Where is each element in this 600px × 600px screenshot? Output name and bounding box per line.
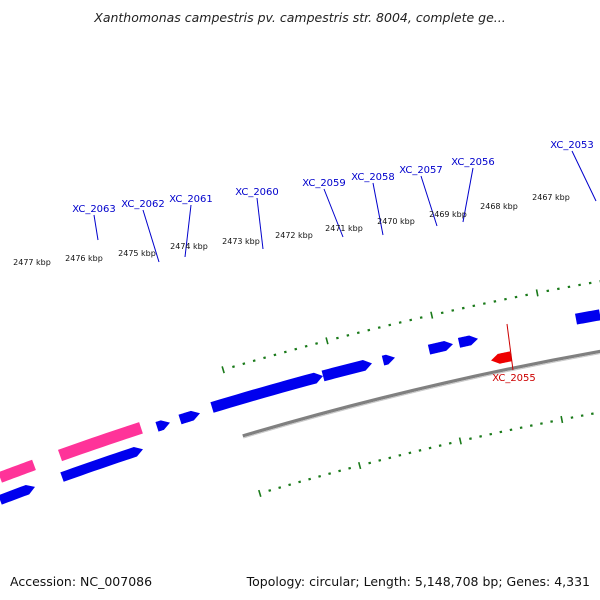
gene-labels: XC_2063 XC_2062 XC_2061 XC_2060 XC_2059 XC_20… — [72, 140, 594, 384]
gene-label-xc2057: XC_2057 — [399, 165, 443, 176]
gene-label-xc2053: XC_2053 — [550, 140, 594, 151]
outer-tick-minor — [263, 356, 267, 360]
gene-label-xc2063: XC_2063 — [72, 204, 116, 215]
leader-xc2059 — [323, 188, 344, 238]
leader-xc2060 — [256, 197, 264, 250]
inner-tick-minor — [338, 469, 342, 473]
outer-scale-ticks — [221, 280, 600, 374]
gene-features — [0, 309, 600, 505]
feature-xc2060 — [210, 372, 323, 413]
leader-xc2058 — [372, 182, 384, 236]
inner-tick-minor — [388, 456, 392, 460]
scale-label: 2473 kbp — [222, 237, 260, 246]
inner-tick-minor — [268, 489, 272, 492]
scale-labels: 2477 kbp 2476 kbp 2475 kbp 2474 kbp 2473 kbp… — [13, 193, 570, 267]
feature-xc2061 — [178, 410, 200, 425]
feature-pink-b — [57, 422, 143, 462]
gene-label-xc2058: XC_2058 — [351, 172, 395, 183]
feature-plus-b — [60, 447, 143, 482]
outer-tick-minor — [315, 342, 319, 345]
feature-plus-a — [0, 484, 35, 505]
scale-label: 2476 kbp — [65, 254, 103, 263]
outer-tick-minor — [304, 344, 308, 348]
feature-xc2058 — [381, 354, 395, 366]
feature-xc2056 — [457, 335, 478, 348]
outer-tick-minor — [252, 359, 256, 363]
scale-label: 2475 kbp — [118, 249, 156, 258]
map-title: Xanthomonas campestris pv. campestris st… — [94, 10, 506, 25]
outer-tick-major — [221, 366, 225, 374]
feature-xc2057 — [427, 341, 453, 355]
inner-tick-major — [560, 415, 564, 424]
leader-xc2062 — [142, 209, 160, 263]
gene-label-xc2055: XC_2055 — [492, 373, 536, 384]
inner-tick-minor — [368, 461, 372, 465]
accession-label: Accession: NC_007086 — [10, 574, 153, 589]
leader-xc2053 — [571, 150, 597, 202]
inner-tick-minor — [418, 449, 422, 452]
scale-label: 2477 kbp — [13, 258, 51, 267]
outer-tick-minor — [335, 336, 339, 340]
feature-xc2055 — [491, 351, 513, 364]
gene-label-xc2059: XC_2059 — [302, 178, 346, 189]
scale-label: 2470 kbp — [377, 217, 415, 226]
label-leader-lines — [93, 150, 597, 371]
scale-label: 2469 kbp — [429, 210, 467, 219]
outer-tick-minor — [232, 365, 235, 369]
backbone-arc — [242, 349, 600, 438]
scale-label: 2474 kbp — [170, 242, 208, 251]
feature-xc2053 — [575, 309, 600, 325]
inner-tick-minor — [408, 451, 412, 455]
inner-tick-minor — [438, 444, 442, 447]
inner-tick-minor — [378, 459, 382, 462]
inner-scale-ticks — [258, 412, 594, 498]
inner-tick-major — [357, 461, 362, 470]
outer-tick-minor — [409, 318, 413, 322]
genome-summary: Topology: circular; Length: 5,148,708 bp… — [246, 574, 590, 589]
inner-tick-minor — [398, 453, 402, 457]
scale-label: 2472 kbp — [275, 231, 313, 240]
inner-tick-major — [458, 437, 462, 445]
outer-tick-major — [535, 289, 539, 297]
outer-tick-major — [430, 311, 434, 319]
feature-xc2062 — [155, 420, 170, 432]
leader-xc2055 — [506, 323, 514, 371]
scale-label: 2471 kbp — [325, 224, 363, 233]
scale-label: 2468 kbp — [480, 202, 518, 211]
gene-label-xc2056: XC_2056 — [451, 157, 495, 168]
outer-tick-minor — [377, 326, 381, 329]
inner-tick-minor — [288, 483, 292, 487]
leader-xc2057 — [420, 175, 438, 227]
inner-tick-minor — [328, 472, 332, 475]
feature-xc2059 — [321, 359, 372, 382]
outer-tick-minor — [346, 334, 350, 337]
inner-tick-major — [258, 489, 262, 498]
leader-xc2063 — [93, 214, 99, 241]
outer-tick-minor — [294, 347, 298, 351]
leader-xc2056 — [462, 167, 474, 223]
inner-tick-minor — [318, 474, 322, 478]
outer-tick-major — [325, 337, 329, 345]
outer-tick-minor — [367, 328, 371, 332]
outer-tick-minor — [388, 323, 392, 327]
inner-tick-minor — [428, 446, 432, 450]
inner-tick-minor — [278, 486, 282, 489]
outer-tick-minor — [356, 331, 360, 335]
feature-pink-a — [0, 459, 36, 483]
inner-tick-minor — [298, 480, 302, 484]
scale-label: 2467 kbp — [532, 193, 570, 202]
gene-label-xc2062: XC_2062 — [121, 199, 165, 210]
outer-tick-minor — [242, 362, 246, 366]
outer-tick-minor — [273, 353, 277, 357]
leader-xc2061 — [184, 204, 192, 258]
inner-tick-minor — [308, 477, 312, 481]
inner-tick-minor — [348, 466, 352, 470]
gene-label-xc2060: XC_2060 — [235, 187, 279, 198]
genome-backbone — [242, 349, 600, 439]
gene-label-xc2061: XC_2061 — [169, 194, 213, 205]
outer-tick-minor — [283, 350, 287, 354]
backbone-highlight — [243, 353, 600, 439]
outer-tick-minor — [398, 321, 402, 324]
